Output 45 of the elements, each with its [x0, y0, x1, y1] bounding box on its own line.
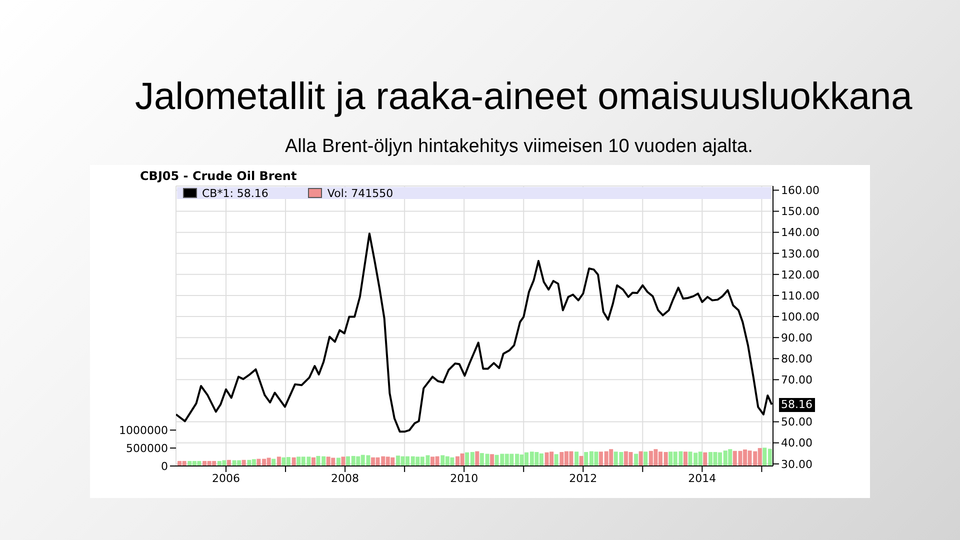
bar	[276, 456, 281, 466]
x-tick-label: 2010	[450, 472, 478, 485]
y-tick-label: 40.00	[781, 436, 812, 450]
bar	[579, 456, 584, 466]
y2-tick-label: 0	[161, 460, 168, 473]
y2-tick-label: 500000	[126, 442, 168, 455]
annotation: 58.16	[779, 398, 814, 412]
y-tick-label: 100.00	[781, 310, 820, 324]
x-tick-label: 2014	[688, 472, 716, 485]
bar	[226, 460, 231, 466]
y2-tick-label: 1000000	[119, 424, 168, 438]
bar	[574, 452, 579, 466]
bar	[341, 456, 346, 466]
bar	[490, 454, 494, 466]
y-tick-label: 50.00	[781, 416, 812, 429]
bar	[336, 458, 340, 466]
y-tick-label: 70.00	[781, 374, 812, 387]
legend-label: CB*1: 58.16	[202, 186, 268, 200]
bar	[683, 452, 688, 466]
y-tick-label: 150.00	[781, 205, 820, 218]
chart-subtitle: Alla Brent-öljyn hintakehitys viimeisen 10 vuoden ajalta.	[285, 136, 753, 158]
bar	[311, 457, 316, 466]
y-tick-label: 160.00	[781, 184, 820, 198]
legend-label: Vol: 741550	[327, 186, 394, 200]
bar	[644, 452, 648, 466]
bar	[634, 454, 638, 466]
y-tick-label: 110.00	[781, 289, 820, 302]
bar	[638, 451, 643, 466]
bar	[272, 458, 276, 466]
y-tick-label: 30.00	[781, 458, 812, 471]
bar	[292, 457, 296, 466]
bar	[242, 460, 246, 466]
bar	[475, 451, 480, 466]
y-tick-label: 90.00	[781, 331, 812, 344]
bar	[554, 454, 558, 466]
x-tick-label: 2008	[331, 472, 360, 485]
text: CBJ05 - Crude Oil Brent	[140, 169, 297, 183]
bar	[703, 452, 708, 466]
chart-title: Jalometallit ja raaka-aineet omaisuusluokkana	[135, 76, 912, 119]
x-tick-label: 2006	[212, 472, 240, 485]
y-tick-label: 130.00	[781, 247, 820, 260]
y-tick-label: 120.00	[781, 268, 820, 282]
y-tick-label: 140.00	[781, 226, 820, 240]
x-tick-label: 2012	[569, 472, 598, 485]
y-tick-label: 80.00	[781, 352, 812, 366]
